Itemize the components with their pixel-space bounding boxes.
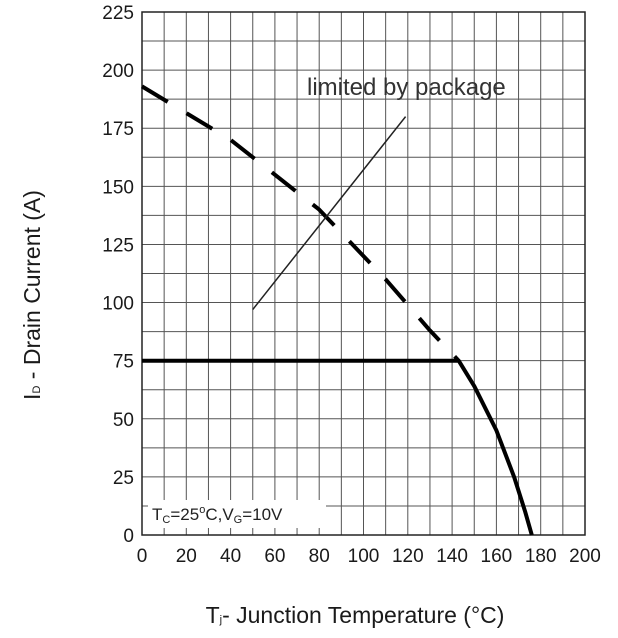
x-tick-label: 80 — [309, 546, 330, 567]
y-tick-label: 225 — [102, 3, 134, 24]
test-condition-label: TC=25oC,VG=10V — [152, 504, 283, 526]
plot-border — [141, 11, 586, 536]
x-tick-label: 40 — [220, 546, 241, 567]
x-tick-label: 180 — [525, 546, 557, 567]
data-series — [140, 84, 534, 536]
limited-by-package-label: limited by package — [307, 74, 506, 101]
y-tick-label: 200 — [102, 61, 134, 82]
solid-current-curve — [142, 358, 534, 536]
annotation-pointer-line — [252, 116, 407, 310]
x-tick-label: 60 — [264, 546, 285, 567]
annotations — [252, 116, 407, 310]
y-tick-label: 175 — [102, 119, 134, 140]
x-tick-label: 20 — [176, 546, 197, 567]
y-tick-label: 0 — [123, 526, 134, 547]
y-tick-label: 150 — [102, 177, 134, 198]
y-tick-label: 50 — [113, 410, 134, 431]
x-tick-label: 120 — [392, 546, 424, 567]
x-tick-label: 200 — [569, 546, 601, 567]
x-tick-label: 100 — [348, 546, 380, 567]
y-tick-label: 75 — [113, 352, 134, 373]
condition-box-background — [148, 500, 326, 528]
y-tick-label: 100 — [102, 294, 134, 315]
chart-grid — [141, 11, 586, 536]
y-tick-label: 25 — [113, 468, 134, 489]
y-axis-title: ID - Drain Current (A) — [19, 190, 45, 400]
dashed-current-curve — [140, 84, 461, 363]
x-tick-label: 0 — [137, 546, 148, 567]
x-tick-label: 160 — [481, 546, 513, 567]
y-tick-label: 125 — [102, 235, 134, 256]
x-axis-title: Tj- Junction Temperature (°C) — [206, 602, 505, 628]
x-tick-label: 140 — [436, 546, 468, 567]
y-tick-labels: 0 25 50 75 100 125 150 175 200 225 — [102, 3, 134, 547]
x-tick-labels: 0 20 40 60 80 100 120 140 160 180 200 — [137, 546, 601, 567]
plot-frame — [141, 11, 586, 536]
